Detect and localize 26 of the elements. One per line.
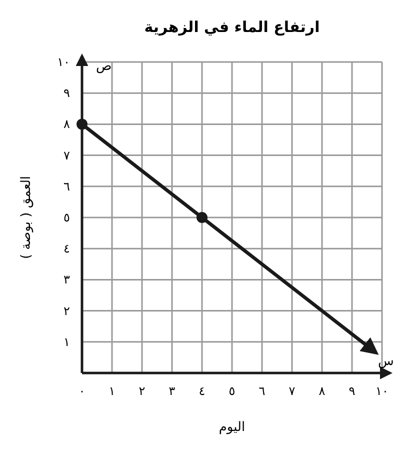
- y-tick-label: ٨: [64, 117, 71, 132]
- x-tick-label: ٦: [258, 384, 266, 398]
- x-tick-label: ٣: [168, 384, 176, 398]
- y-tick-label: ٢: [64, 304, 70, 318]
- y-tick-label: ٦: [64, 179, 70, 194]
- y-tick-label: ٣: [64, 272, 71, 287]
- x-axis-title: اليوم: [218, 420, 246, 435]
- y-axis-title: العمق ( بوصة ): [19, 176, 34, 260]
- x-tick-label: ٩: [348, 384, 356, 398]
- y-tick-label: ١٠: [57, 55, 70, 69]
- y-tick-label: ٧: [64, 148, 71, 162]
- y-tick-label: ٤: [64, 242, 70, 256]
- y-tick-label: ٩: [64, 86, 70, 100]
- x-tick-label: ٧: [288, 384, 296, 398]
- chart-title: ارتفاع الماء في الزهرية: [144, 18, 320, 36]
- annotation: س: [378, 354, 394, 369]
- x-tick-label: ١٠: [376, 384, 388, 398]
- x-tick-label: ٥: [228, 384, 236, 398]
- x-tick-label: ٢: [138, 384, 146, 398]
- x-tick-label: ٨: [318, 384, 326, 398]
- y-tick-label: ١: [64, 334, 70, 349]
- x-tick-label: ٤: [198, 384, 206, 398]
- x-tick-label: ٠: [78, 384, 86, 398]
- x-tick-label: ١: [108, 384, 116, 398]
- y-tick-label: ٥: [64, 210, 70, 224]
- annotation: ص: [96, 59, 112, 74]
